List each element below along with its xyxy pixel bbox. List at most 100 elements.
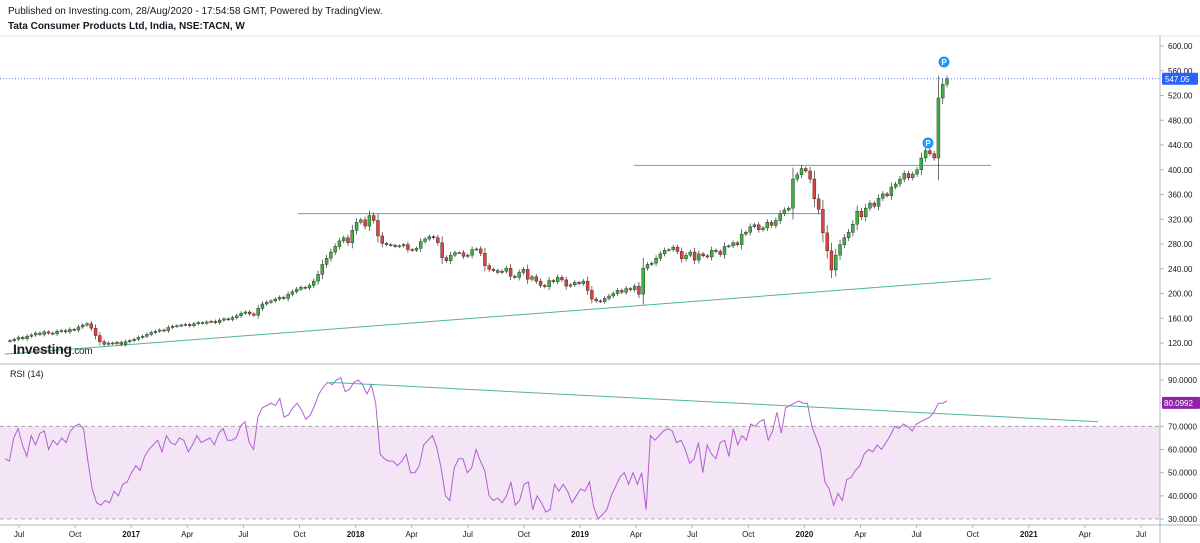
rsi-label: RSI (14) xyxy=(10,369,44,379)
candle xyxy=(337,240,342,247)
candle xyxy=(269,300,273,303)
candle xyxy=(102,341,106,345)
p-marker xyxy=(922,137,934,149)
candle xyxy=(63,330,68,333)
candle xyxy=(175,325,179,327)
candle xyxy=(496,270,500,273)
candle xyxy=(81,324,85,328)
time-tick-label: Apr xyxy=(1079,530,1092,539)
candle xyxy=(889,186,894,196)
candle xyxy=(423,238,427,242)
candle xyxy=(521,269,526,273)
candle xyxy=(590,290,594,300)
candle xyxy=(179,324,183,327)
candle xyxy=(603,298,607,302)
candle xyxy=(235,315,239,318)
candle xyxy=(786,207,791,211)
rsi-tick-label: 30.0000 xyxy=(1168,515,1197,524)
candle xyxy=(21,337,25,339)
candle xyxy=(299,287,303,290)
candle xyxy=(701,253,705,256)
candle xyxy=(93,327,98,336)
axes: 600.00 560.00 520.00 480.00 440.00 400.00 360.… xyxy=(0,35,1200,543)
price-tick-label: 280.00 xyxy=(1168,240,1193,249)
candle xyxy=(170,326,175,328)
candle xyxy=(761,227,765,230)
candle xyxy=(166,327,171,331)
time-tick-label: Jul xyxy=(463,530,473,539)
candle xyxy=(474,248,479,251)
candle xyxy=(551,280,556,282)
candle xyxy=(183,324,188,326)
candle xyxy=(440,242,444,258)
candle xyxy=(722,246,727,255)
candle xyxy=(637,285,641,295)
candle xyxy=(513,275,517,278)
rsi-tick-label: 70.0000 xyxy=(1168,422,1197,431)
candle xyxy=(230,317,235,320)
candle xyxy=(25,335,29,339)
candle xyxy=(461,252,466,257)
candle xyxy=(239,313,243,316)
last-price-label: 547.05 xyxy=(1165,75,1190,84)
candle xyxy=(110,342,115,345)
candle xyxy=(804,168,808,172)
candle xyxy=(286,293,290,299)
candle xyxy=(448,254,453,261)
candle xyxy=(320,264,325,275)
candle xyxy=(705,255,710,258)
price-tick-label: 240.00 xyxy=(1168,265,1193,274)
candle xyxy=(893,183,898,188)
candle xyxy=(149,332,153,335)
candle xyxy=(945,78,949,85)
candle xyxy=(564,279,568,287)
candle xyxy=(658,253,663,259)
candle xyxy=(923,150,928,159)
candle xyxy=(247,311,252,315)
candle xyxy=(243,311,248,314)
investing-logo: Investing.com xyxy=(13,341,93,357)
time-tick-label: 2019 xyxy=(571,530,589,539)
candle xyxy=(136,337,141,340)
p-marker xyxy=(938,56,950,68)
candle xyxy=(85,323,89,326)
candle xyxy=(260,303,265,309)
candle xyxy=(641,267,645,295)
candle xyxy=(615,290,620,294)
candle xyxy=(928,150,932,154)
time-tick-label: Oct xyxy=(518,530,531,539)
candle xyxy=(153,331,158,333)
candle xyxy=(444,257,449,261)
candle xyxy=(744,232,748,235)
candle xyxy=(778,213,782,221)
candle xyxy=(46,331,51,334)
time-tick-label: Jul xyxy=(14,530,24,539)
candle xyxy=(200,322,205,324)
candle xyxy=(188,324,192,326)
candle xyxy=(504,267,509,272)
candle xyxy=(76,326,81,331)
candle xyxy=(329,251,333,259)
candle xyxy=(192,323,196,326)
candle xyxy=(346,237,350,243)
candle xyxy=(757,224,761,230)
candle xyxy=(483,253,487,266)
time-tick-label: Oct xyxy=(69,530,82,539)
price-tick-label: 560.00 xyxy=(1168,67,1193,76)
price-tick-label: 600.00 xyxy=(1168,42,1193,51)
candle xyxy=(354,222,359,231)
candle xyxy=(290,291,295,295)
candle xyxy=(389,244,393,246)
candle xyxy=(645,264,650,269)
candle xyxy=(128,340,132,342)
candle xyxy=(324,258,329,265)
candle xyxy=(72,329,76,331)
time-tick-label: Jul xyxy=(911,530,921,539)
candle xyxy=(431,236,436,239)
candle xyxy=(769,222,774,226)
candle xyxy=(915,169,919,175)
candle xyxy=(598,300,603,303)
rsi-tick-label: 40.0000 xyxy=(1168,492,1197,501)
support-trendline xyxy=(4,278,992,355)
